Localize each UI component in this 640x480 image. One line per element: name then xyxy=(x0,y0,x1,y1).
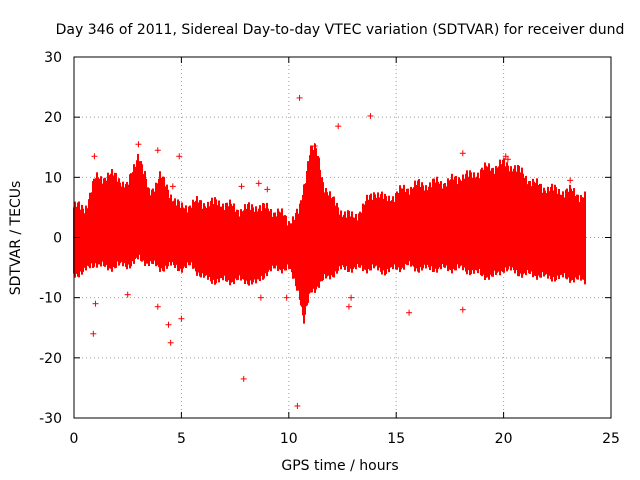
chart-title: Day 346 of 2011, Sidereal Day-to-day VTE… xyxy=(56,22,625,38)
outlier-point xyxy=(154,303,161,310)
outlier-point xyxy=(90,330,97,337)
outlier-point xyxy=(91,153,98,160)
x-tick-label: 20 xyxy=(495,431,513,447)
outlier-point xyxy=(504,156,511,163)
outlier-point xyxy=(176,153,183,160)
outlier-point xyxy=(169,183,176,190)
outlier-point xyxy=(165,321,172,328)
outlier-point xyxy=(348,294,355,301)
y-tick-label: 20 xyxy=(44,110,62,126)
outlier-point xyxy=(167,339,174,346)
outlier-point xyxy=(335,123,342,130)
outlier-point xyxy=(567,177,574,184)
outlier-point xyxy=(345,303,352,310)
x-tick-label: 5 xyxy=(177,431,186,447)
outlier-point xyxy=(311,143,318,150)
x-tick-label: 10 xyxy=(280,431,298,447)
outlier-point xyxy=(92,300,99,307)
outlier-point xyxy=(367,112,374,119)
outlier-point xyxy=(283,294,290,301)
outlier-point xyxy=(240,375,247,382)
outlier-point xyxy=(255,180,262,187)
outlier-point xyxy=(154,147,161,154)
y-tick-label: 10 xyxy=(44,170,62,186)
outlier-point xyxy=(459,306,466,313)
x-tick-label: 25 xyxy=(602,431,620,447)
x-tick-label: 15 xyxy=(387,431,405,447)
outlier-point xyxy=(406,309,413,316)
y-tick-label: -20 xyxy=(39,351,62,367)
outlier-point xyxy=(238,183,245,190)
y-tick-label: -10 xyxy=(39,291,62,307)
axis-ticks: 0 5 10 15 20 25 -30 -20 -10 0 10 20 30 xyxy=(39,50,620,447)
y-tick-label: 30 xyxy=(44,50,62,66)
outlier-point xyxy=(135,141,142,148)
outlier-point xyxy=(124,291,131,298)
outlier-point xyxy=(296,94,303,101)
y-tick-label: -30 xyxy=(39,411,62,427)
outlier-point xyxy=(459,150,466,157)
y-axis-label: SDTVAR / TECUs xyxy=(8,181,24,296)
outlier-point xyxy=(257,294,264,301)
x-axis-label: GPS time / hours xyxy=(281,458,398,474)
data-series-sdtvar xyxy=(73,94,586,409)
outlier-point xyxy=(178,315,185,322)
outlier-point xyxy=(264,186,271,193)
outlier-point xyxy=(502,153,509,160)
outlier-point xyxy=(294,402,301,409)
x-tick-label: 0 xyxy=(70,431,79,447)
y-tick-label: 0 xyxy=(53,231,62,247)
